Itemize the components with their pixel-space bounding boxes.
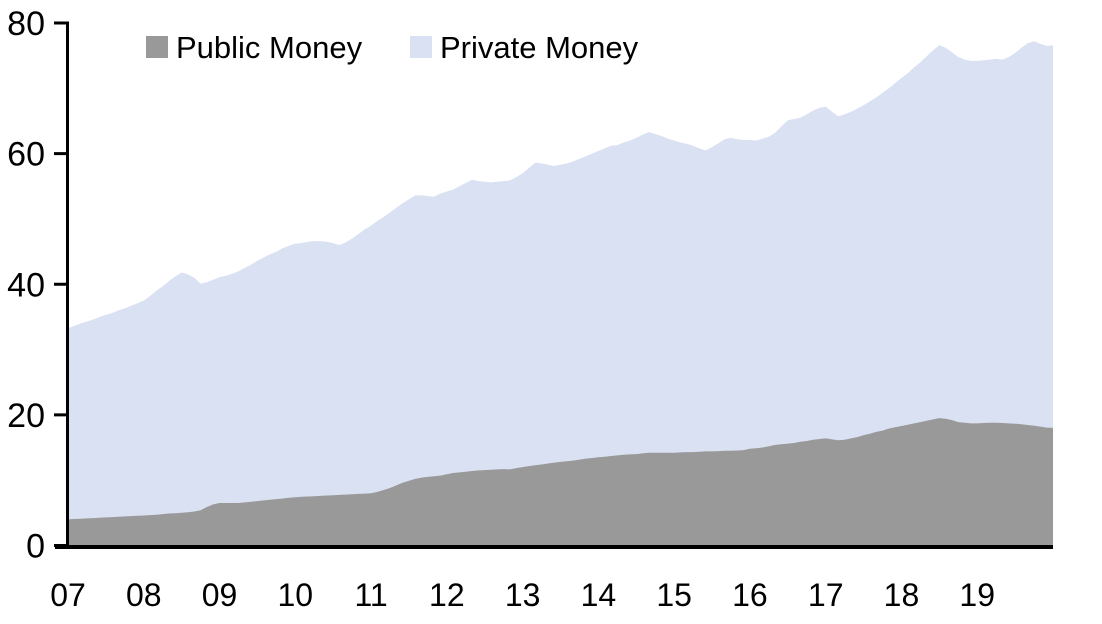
legend-label-private: Private Money (440, 30, 639, 65)
x-tick-label: 14 (581, 577, 617, 613)
legend-label-public: Public Money (176, 30, 363, 65)
x-axis-labels: 07 08 09 10 11 12 13 14 15 16 17 18 19 (50, 577, 995, 613)
x-tick-label: 12 (429, 577, 465, 613)
public-money-area (68, 418, 1053, 546)
x-tick-label: 11 (354, 577, 387, 613)
y-axis-labels: 0 20 40 60 80 (7, 5, 45, 566)
y-tick-label: 20 (7, 397, 45, 435)
x-tick-label: 10 (278, 577, 314, 613)
y-tick-label: 40 (7, 266, 45, 304)
y-tick-label: 60 (7, 136, 45, 174)
x-tick-label: 17 (808, 577, 844, 613)
plot-areas (68, 41, 1053, 546)
axes (54, 21, 1053, 549)
x-tick-label: 07 (50, 577, 86, 613)
legend: Public Money Private Money (146, 30, 639, 65)
x-tick-label: 15 (656, 577, 692, 613)
x-tick-label: 16 (732, 577, 768, 613)
x-tick-label: 09 (202, 577, 238, 613)
y-tick-label: 80 (7, 5, 45, 43)
x-tick-label: 13 (505, 577, 541, 613)
private-money-swatch-icon (410, 36, 432, 58)
y-tick-label: 0 (26, 528, 45, 566)
private-money-area (68, 41, 1053, 546)
x-tick-label: 18 (884, 577, 920, 613)
x-tick-label: 19 (959, 577, 995, 613)
public-money-swatch-icon (146, 36, 168, 58)
y-axis-ticks (54, 21, 68, 547)
x-tick-label: 08 (126, 577, 162, 613)
